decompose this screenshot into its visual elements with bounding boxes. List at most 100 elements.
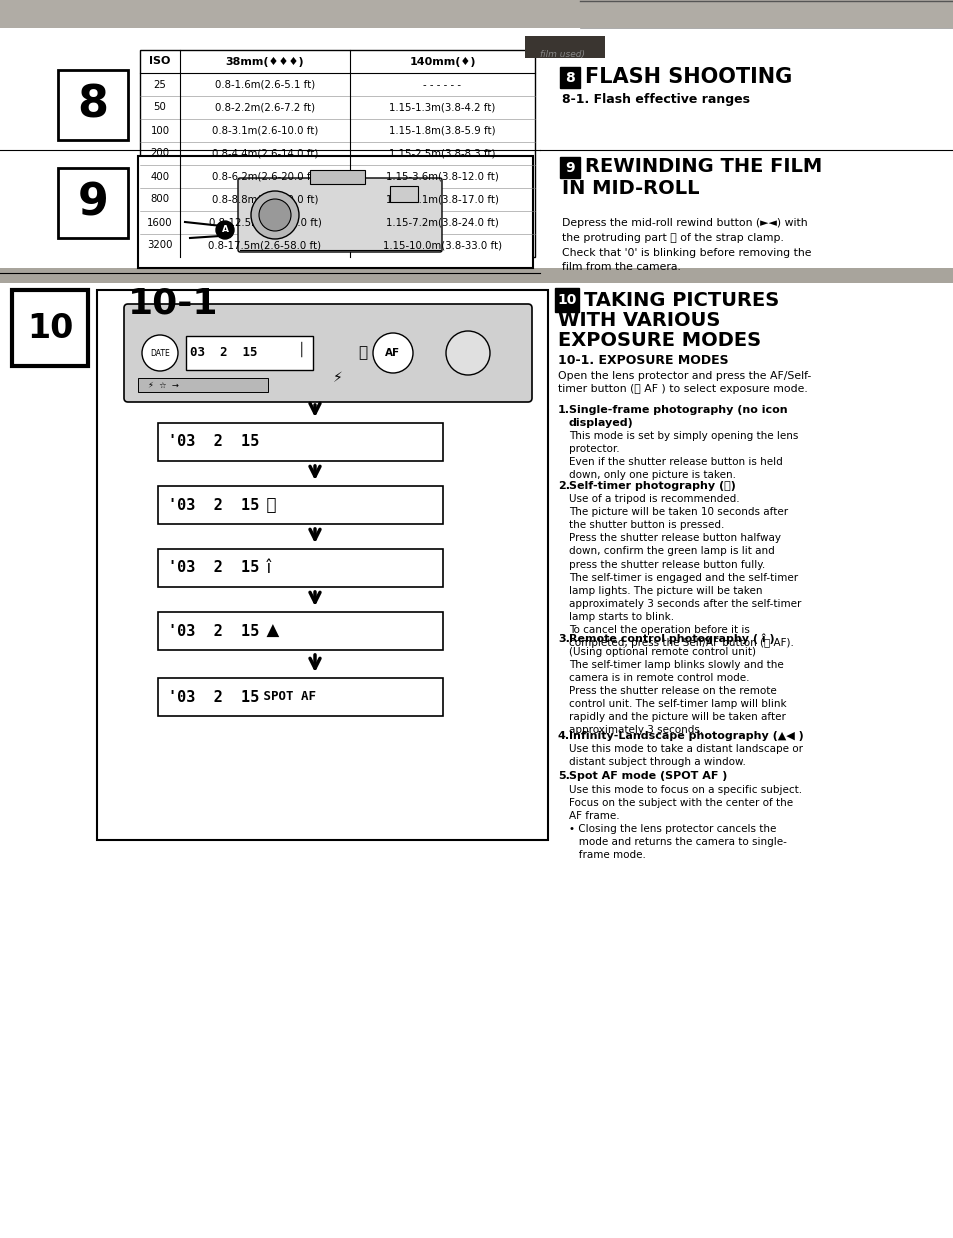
Text: 800: 800 [151,194,170,204]
Text: Remote control photography ( î ): Remote control photography ( î ) [568,634,774,644]
Text: 100: 100 [151,125,170,135]
Text: '03  2  15: '03 2 15 [168,624,259,639]
Text: '03  2  15: '03 2 15 [168,435,259,449]
Text: 1.15-10.0m(3.8-33.0 ft): 1.15-10.0m(3.8-33.0 ft) [382,240,501,250]
Text: WITH VARIOUS: WITH VARIOUS [558,312,720,331]
Bar [559,67,579,88]
Text: 0.8-4.4m(2.6-14.0 ft): 0.8-4.4m(2.6-14.0 ft) [212,149,318,158]
FancyBboxPatch shape [124,305,532,402]
Bar [310,170,365,184]
Text: 0.8-8.8m(2.6-29.0 ft): 0.8-8.8m(2.6-29.0 ft) [212,194,318,204]
Text: Single-frame photography (no icon
displayed): Single-frame photography (no icon displa… [568,405,787,428]
Bar [158,612,442,650]
Text: 0.8-6.2m(2.6-20.0 ft): 0.8-6.2m(2.6-20.0 ft) [212,172,318,182]
Text: timer button (Ⓢ AF ) to select exposure mode.: timer button (Ⓢ AF ) to select exposure … [558,384,807,394]
Bar [0,0,953,28]
Bar [97,290,547,841]
Text: 0.8-12.5m(2.6-41.0 ft): 0.8-12.5m(2.6-41.0 ft) [209,218,321,228]
Text: 0.8-2.2m(2.6-7.2 ft): 0.8-2.2m(2.6-7.2 ft) [214,103,314,113]
Text: 8: 8 [564,71,575,84]
Text: î: î [255,560,271,577]
FancyBboxPatch shape [237,178,441,253]
Text: A: A [221,225,229,234]
Text: Ⓢ: Ⓢ [358,345,367,360]
Text: Spot AF mode (SPOT AF ): Spot AF mode (SPOT AF ) [568,771,726,781]
Text: │: │ [297,342,304,357]
Text: '03  2  15: '03 2 15 [168,561,259,576]
Circle shape [446,331,490,375]
Bar [138,156,533,267]
Bar [138,378,268,392]
Text: 25: 25 [153,79,166,89]
Text: - - - - - -: - - - - - - [423,79,461,89]
Bar [390,186,417,202]
Text: Self-timer photography (Ⓢ): Self-timer photography (Ⓢ) [568,480,735,490]
Bar [58,168,128,238]
Text: Use this mode to focus on a specific subject.
Focus on the subject with the cent: Use this mode to focus on a specific sub… [568,785,801,860]
Text: 9: 9 [564,161,575,175]
Text: 8: 8 [77,83,109,126]
Bar [158,678,442,716]
Text: 3.: 3. [558,634,569,644]
Text: This mode is set by simply opening the lens
protector.
Even if the shutter relea: This mode is set by simply opening the l… [568,431,798,480]
Text: 10: 10 [27,312,73,344]
Text: 1.15-1.3m(3.8-4.2 ft): 1.15-1.3m(3.8-4.2 ft) [389,103,496,113]
Text: Depress the mid-roll rewind button (►◄) with
the protruding part ⓑ of the strap : Depress the mid-roll rewind button (►◄) … [561,218,811,272]
Text: 0.8-17.5m(2.6-58.0 ft): 0.8-17.5m(2.6-58.0 ft) [208,240,321,250]
Text: 1600: 1600 [147,218,172,228]
Text: SPOT AF: SPOT AF [255,691,315,703]
Text: 3200: 3200 [147,240,172,250]
Text: 0.8-3.1m(2.6-10.0 ft): 0.8-3.1m(2.6-10.0 ft) [212,125,318,135]
Text: 10-1: 10-1 [128,286,218,319]
Text: 200: 200 [151,149,170,158]
Text: ⌛: ⌛ [255,496,276,514]
Bar [0,267,953,284]
Text: Use this mode to take a distant landscape or
distant subject through a window.: Use this mode to take a distant landscap… [568,744,802,768]
Text: Infinity-Landscape photography (▲◀ ): Infinity-Landscape photography (▲◀ ) [568,730,803,740]
Text: Open the lens protector and press the AF/Self-: Open the lens protector and press the AF… [558,371,810,381]
Text: EXPOSURE MODES: EXPOSURE MODES [558,332,760,350]
Text: 10-1. EXPOSURE MODES: 10-1. EXPOSURE MODES [558,354,728,366]
Circle shape [215,222,233,239]
Bar [186,335,313,370]
Text: 1.15-5.1m(3.8-17.0 ft): 1.15-5.1m(3.8-17.0 ft) [386,194,498,204]
Text: '03  2  15: '03 2 15 [168,690,259,704]
Bar [158,487,442,524]
Text: 400: 400 [151,172,170,182]
Text: 38mm(♦♦♦): 38mm(♦♦♦) [226,57,304,67]
Text: 4.: 4. [558,730,570,740]
Bar [555,288,578,312]
Text: 8-1. Flash effective ranges: 8-1. Flash effective ranges [561,94,749,106]
Text: IN MID-ROLL: IN MID-ROLL [561,180,699,198]
Circle shape [251,191,298,239]
Text: ⚡  ☆  →: ⚡ ☆ → [148,380,178,390]
Bar [58,71,128,140]
Bar [158,548,442,587]
Bar [524,36,604,58]
Text: 140mm(♦): 140mm(♦) [409,57,476,67]
Circle shape [258,199,291,232]
Bar [12,290,88,366]
Text: ▲: ▲ [255,621,279,640]
Bar [158,423,442,461]
Bar [559,157,579,178]
Text: film used): film used) [539,50,584,58]
Text: FLASH SHOOTING: FLASH SHOOTING [584,67,791,87]
Text: 5.: 5. [558,771,569,781]
Circle shape [373,333,413,373]
Text: ISO: ISO [150,57,171,67]
Text: 2.: 2. [558,480,569,490]
Text: (Using optional remote control unit)
The self-timer lamp blinks slowly and the
c: (Using optional remote control unit) The… [568,647,786,735]
Text: REWINDING THE FILM: REWINDING THE FILM [584,157,821,177]
Text: 10: 10 [557,293,576,307]
Text: ⚡: ⚡ [333,371,342,385]
Text: AF: AF [385,348,400,358]
Text: 0.8-1.6m(2.6-5.1 ft): 0.8-1.6m(2.6-5.1 ft) [214,79,314,89]
Text: 9: 9 [77,182,109,224]
Bar [140,50,535,258]
Text: 1.: 1. [558,405,569,415]
Text: DATE: DATE [150,349,170,358]
Text: 50: 50 [153,103,166,113]
Text: 03  2  15: 03 2 15 [190,347,257,359]
Text: 1.15-1.8m(3.8-5.9 ft): 1.15-1.8m(3.8-5.9 ft) [389,125,496,135]
